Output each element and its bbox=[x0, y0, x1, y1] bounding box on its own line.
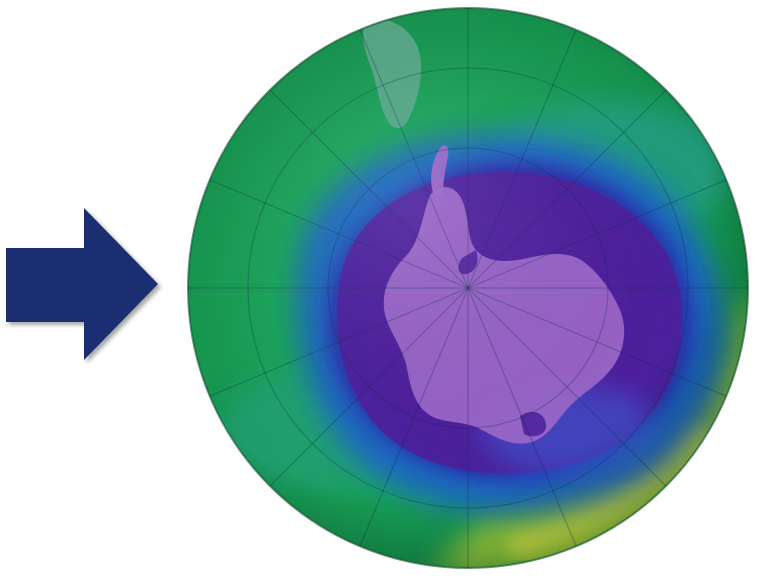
ozone-globe bbox=[187, 7, 749, 569]
right-arrow-icon bbox=[6, 208, 158, 360]
